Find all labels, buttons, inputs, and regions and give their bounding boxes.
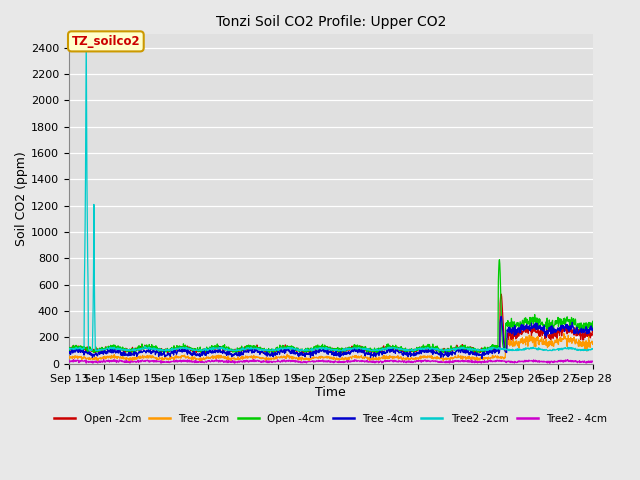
Title: Tonzi Soil CO2 Profile: Upper CO2: Tonzi Soil CO2 Profile: Upper CO2	[216, 15, 446, 29]
Legend: Open -2cm, Tree -2cm, Open -4cm, Tree -4cm, Tree2 -2cm, Tree2 - 4cm: Open -2cm, Tree -2cm, Open -4cm, Tree -4…	[51, 409, 611, 428]
Y-axis label: Soil CO2 (ppm): Soil CO2 (ppm)	[15, 152, 28, 246]
X-axis label: Time: Time	[316, 386, 346, 399]
Text: TZ_soilco2: TZ_soilco2	[72, 35, 140, 48]
